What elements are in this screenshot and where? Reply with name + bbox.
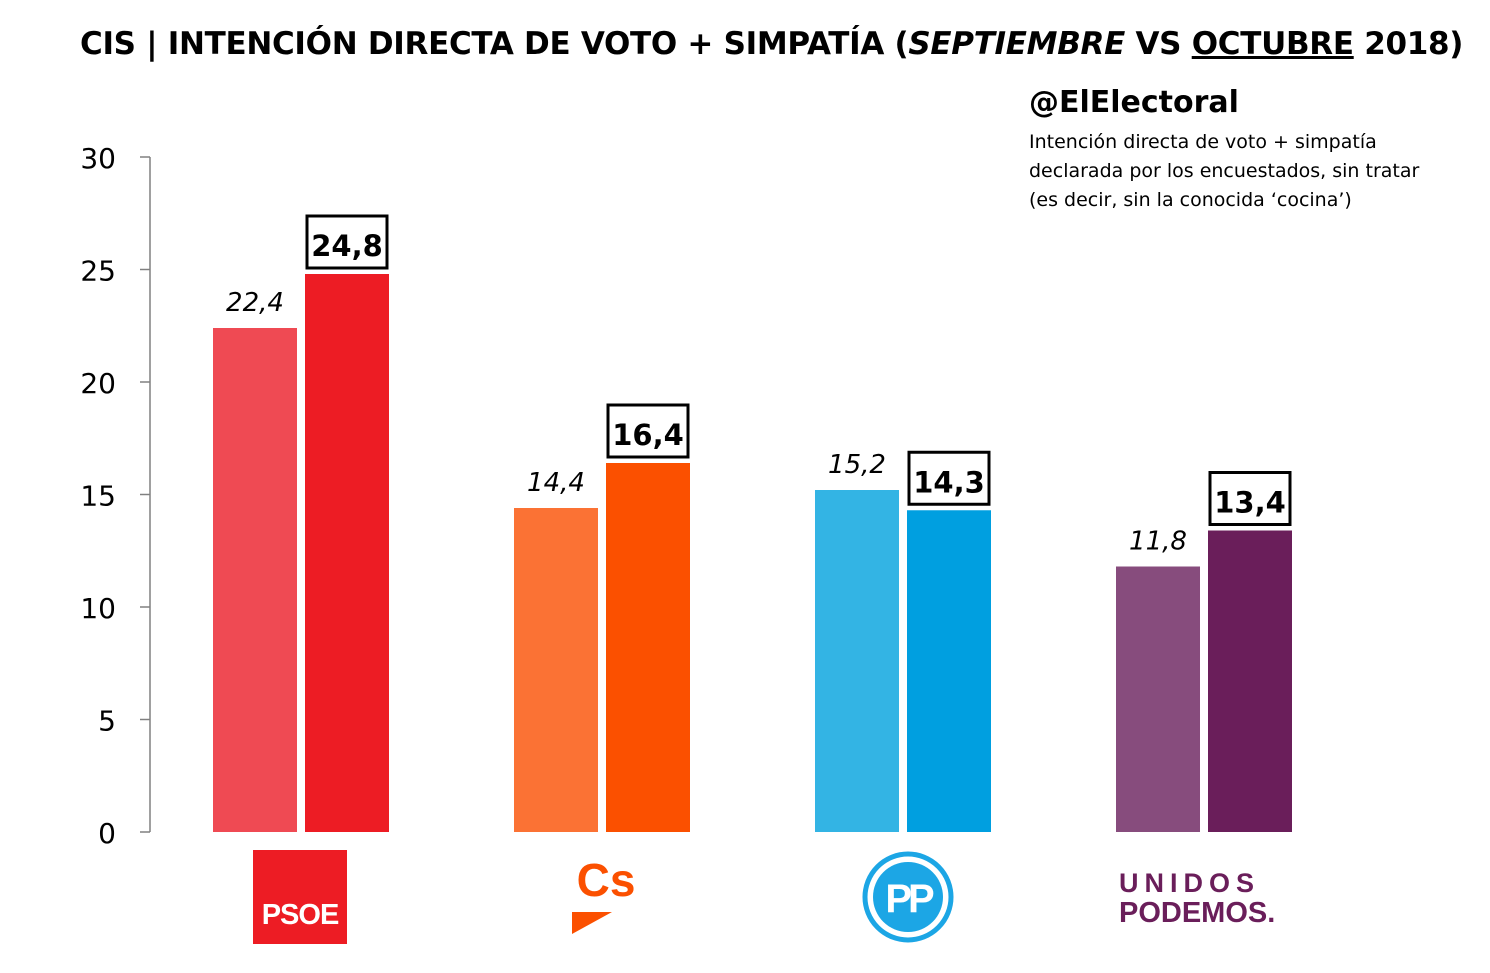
bar-september bbox=[815, 490, 899, 832]
cs-logo-mark: Cs bbox=[572, 854, 636, 934]
data-label-september: 22,4 bbox=[226, 288, 284, 318]
y-tick-label: 15 bbox=[80, 480, 116, 513]
cs-logo: Cs bbox=[568, 852, 648, 938]
source-handle: @ElElectoral bbox=[1029, 85, 1239, 120]
unidos-podemos-logo: UNIDOS PODEMOS. bbox=[1114, 860, 1314, 930]
title-year: 2018) bbox=[1353, 26, 1464, 62]
data-label-october: 13,4 bbox=[1214, 486, 1286, 520]
pp-logo-disc bbox=[873, 862, 943, 932]
data-label-october: 24,8 bbox=[311, 229, 383, 263]
data-label-box bbox=[305, 214, 389, 270]
title-vs: VS bbox=[1125, 26, 1192, 62]
bar-october bbox=[907, 510, 991, 832]
data-label-box bbox=[907, 450, 991, 506]
psoe-logo: PSOE bbox=[253, 850, 347, 944]
y-tick-label: 0 bbox=[98, 817, 116, 850]
chart-title: CIS | INTENCIÓN DIRECTA DE VOTO + SIMPAT… bbox=[80, 26, 1480, 62]
bar-october bbox=[1208, 530, 1292, 832]
bar-september bbox=[1116, 566, 1200, 832]
data-label-september: 15,2 bbox=[828, 450, 886, 480]
data-label-october: 14,3 bbox=[913, 465, 985, 499]
psoe-logo-mark: PSOE bbox=[262, 899, 340, 931]
data-label-september: 11,8 bbox=[1129, 527, 1187, 557]
data-label-box bbox=[606, 403, 690, 459]
title-main: CIS | INTENCIÓN DIRECTA DE VOTO + SIMPAT… bbox=[80, 26, 909, 62]
unidos-podemos-logo-mark: UNIDOS PODEMOS. bbox=[1119, 868, 1275, 929]
bar-october bbox=[606, 463, 690, 832]
unidos-logo-text: UNIDOS bbox=[1119, 868, 1260, 898]
psoe-logo-text: PSOE bbox=[262, 899, 339, 931]
y-tick-label: 20 bbox=[80, 367, 116, 400]
bar-september bbox=[213, 328, 297, 832]
y-tick-label: 5 bbox=[98, 705, 116, 738]
bar-september bbox=[514, 508, 598, 832]
data-label-box bbox=[1208, 471, 1292, 526]
title-september: SEPTIEMBRE bbox=[908, 26, 1125, 62]
note-line-1: Intención directa de voto + simpatía bbox=[1029, 131, 1377, 153]
pp-logo: PP bbox=[862, 851, 954, 943]
note-line-2: declarada por los encuestados, sin trata… bbox=[1029, 160, 1420, 182]
bar-october bbox=[305, 274, 389, 832]
note-line-3: (es decir, sin la conocida ‘cocina’) bbox=[1029, 189, 1352, 211]
y-tick-label: 25 bbox=[80, 255, 116, 288]
cs-logo-text: Cs bbox=[577, 854, 636, 906]
chart-note: Intención directa de voto + simpatía dec… bbox=[1029, 128, 1469, 215]
cs-logo-arrow-icon bbox=[572, 912, 612, 934]
data-label-september: 14,4 bbox=[527, 468, 585, 498]
bars-group bbox=[213, 274, 1292, 832]
y-axis: 0 5 10 15 20 25 30 bbox=[80, 142, 151, 850]
pp-logo-mark: PP bbox=[862, 851, 954, 943]
podemos-logo-text: PODEMOS. bbox=[1119, 897, 1275, 929]
data-labels: 22,4 14,4 15,2 11,8 24,8 16,4 14,3 13,4 bbox=[226, 214, 1292, 557]
y-tick-label: 10 bbox=[80, 592, 116, 625]
data-label-october: 16,4 bbox=[612, 418, 684, 452]
y-tick-label: 30 bbox=[80, 142, 116, 175]
title-october: OCTUBRE bbox=[1191, 26, 1354, 62]
pp-logo-text: PP bbox=[885, 877, 934, 921]
